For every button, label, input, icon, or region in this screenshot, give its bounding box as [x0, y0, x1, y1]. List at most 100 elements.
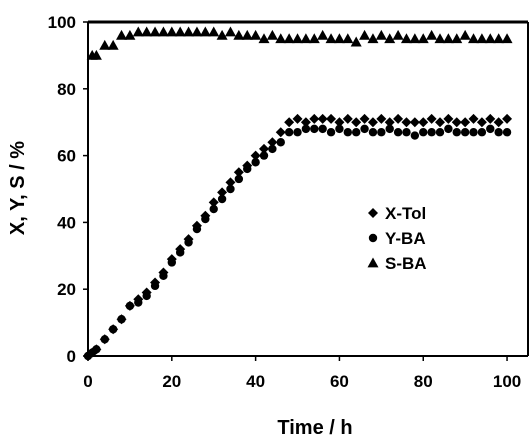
point-y-ba: [226, 184, 235, 194]
point-y-ba: [201, 214, 210, 224]
point-x-tol: [250, 150, 261, 161]
point-s-ba: [375, 29, 387, 40]
x-tick-label: 20: [162, 372, 181, 391]
y-tick-label: 0: [67, 347, 76, 366]
point-y-ba: [293, 128, 302, 137]
series-x-tol: [83, 113, 513, 361]
point-y-ba: [419, 128, 428, 137]
point-x-tol: [485, 113, 496, 124]
point-y-ba: [402, 128, 411, 137]
x-tick-label: 80: [414, 372, 433, 391]
point-y-ba: [268, 144, 277, 154]
point-x-tol: [451, 117, 462, 128]
point-s-ba: [342, 33, 354, 44]
point-y-ba: [335, 124, 344, 134]
point-s-ba: [90, 49, 102, 60]
point-y-ba: [142, 291, 151, 301]
y-tick-label: 20: [57, 280, 76, 299]
point-s-ba: [493, 33, 505, 44]
legend-marker-x-tol: [368, 208, 378, 218]
point-y-ba: [368, 128, 378, 137]
legend-label-y-ba: Y-BA: [385, 229, 426, 248]
point-s-ba: [300, 33, 312, 44]
point-s-ba: [216, 29, 228, 40]
x-tick-label: 40: [246, 372, 265, 391]
point-y-ba: [385, 124, 394, 134]
point-y-ba: [175, 248, 185, 257]
y-tick-label: 60: [57, 147, 76, 166]
y-tick-label: 40: [57, 213, 76, 232]
point-y-ba: [360, 124, 369, 134]
point-s-ba: [157, 26, 169, 37]
point-y-ba: [427, 128, 436, 137]
point-s-ba: [199, 26, 211, 37]
point-s-ba: [149, 26, 161, 37]
point-s-ba: [442, 33, 454, 44]
legend-label-s-ba: S-BA: [385, 254, 427, 273]
point-s-ba: [392, 29, 404, 40]
point-x-tol: [502, 113, 513, 124]
point-y-ba: [243, 164, 252, 174]
point-y-ba: [184, 238, 193, 247]
point-s-ba: [468, 33, 480, 44]
point-s-ba: [400, 33, 412, 44]
y-axis-title: X, Y, S / %: [7, 141, 29, 235]
x-axis-title: Time / h: [277, 417, 352, 439]
point-s-ba: [233, 29, 245, 40]
point-x-tol: [443, 113, 454, 124]
point-y-ba: [234, 174, 244, 184]
point-y-ba: [318, 124, 327, 134]
point-s-ba: [359, 29, 371, 40]
y-tick-label: 80: [57, 80, 76, 99]
series-y-ba: [83, 124, 512, 361]
point-x-tol: [284, 117, 295, 128]
point-s-ba: [451, 33, 463, 44]
point-x-tol: [435, 117, 445, 128]
legend-marker-y-ba: [368, 233, 378, 243]
point-x-tol: [292, 113, 303, 124]
point-s-ba: [417, 33, 429, 44]
point-y-ba: [251, 158, 260, 167]
point-y-ba: [351, 128, 361, 137]
point-x-tol: [334, 117, 345, 128]
y-axis-ticks: 0 20 40 60 80 100: [48, 13, 88, 366]
point-y-ba: [259, 151, 269, 160]
point-s-ba: [308, 33, 320, 44]
point-s-ba: [501, 33, 513, 44]
point-x-tol: [208, 197, 219, 208]
point-y-ba: [435, 128, 445, 137]
point-s-ba: [484, 33, 496, 44]
point-s-ba: [250, 29, 262, 40]
point-s-ba: [266, 29, 278, 40]
point-x-tol: [317, 113, 328, 124]
x-axis-ticks: 0 20 40 60 80 100: [83, 356, 521, 391]
point-y-ba: [502, 128, 512, 137]
point-y-ba: [217, 194, 227, 204]
point-s-ba: [367, 33, 379, 44]
point-x-tol: [342, 113, 353, 124]
point-s-ba: [384, 33, 396, 44]
point-s-ba: [325, 33, 337, 44]
point-y-ba: [100, 335, 109, 344]
legend-marker-s-ba: [367, 257, 379, 268]
point-s-ba: [275, 33, 287, 44]
point-y-ba: [486, 124, 495, 134]
point-s-ba: [241, 29, 253, 40]
point-y-ba: [494, 128, 503, 137]
point-s-ba: [333, 33, 345, 44]
point-x-tol: [468, 113, 479, 124]
point-x-tol: [300, 117, 311, 128]
point-x-tol: [493, 117, 504, 128]
point-x-tol: [225, 177, 236, 188]
point-x-tol: [217, 187, 228, 198]
point-x-tol: [233, 167, 244, 178]
point-s-ba: [317, 29, 329, 40]
point-y-ba: [159, 271, 168, 281]
point-s-ba: [166, 26, 178, 37]
series-layer: [83, 26, 513, 361]
point-s-ba: [283, 33, 295, 44]
point-y-ba: [444, 124, 453, 134]
point-s-ba: [426, 29, 438, 40]
point-y-ba: [310, 124, 319, 134]
point-x-tol: [460, 117, 471, 128]
